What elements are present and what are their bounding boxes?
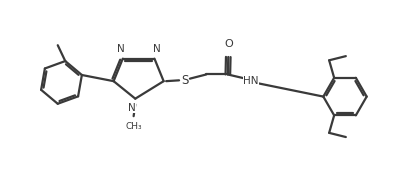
Text: HN: HN bbox=[243, 76, 259, 86]
Text: O: O bbox=[225, 39, 233, 49]
Text: CH₃: CH₃ bbox=[125, 122, 142, 131]
Text: N: N bbox=[117, 45, 124, 54]
Text: N: N bbox=[153, 45, 160, 54]
Text: N: N bbox=[129, 103, 136, 113]
Text: S: S bbox=[181, 74, 188, 87]
